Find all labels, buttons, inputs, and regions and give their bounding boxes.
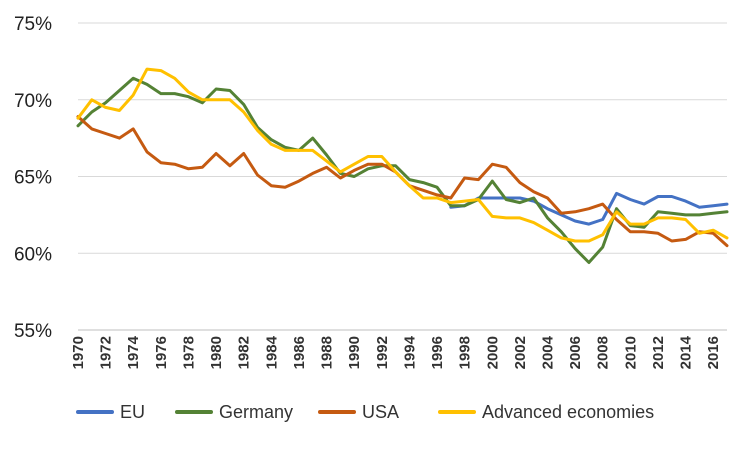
x-tick-label: 2004 [539,335,556,369]
x-tick-label: 1974 [125,335,142,369]
legend: EU Germany USA Advanced economies [76,402,654,422]
x-tick-label: 1976 [153,336,170,369]
x-tick-label: 2016 [705,336,722,369]
x-tick-label: 1992 [374,336,391,369]
y-tick-label: 65% [14,168,52,189]
series-lines [76,67,729,264]
x-tick-label: 2014 [678,335,695,369]
gridlines [78,22,727,331]
x-tick-label: 1986 [291,336,308,369]
x-tick-label: 1972 [98,336,115,369]
series-line-germany [76,76,729,264]
x-tick-label: 1998 [457,336,474,369]
x-tick-label: 2008 [595,336,612,369]
x-tick-label: 1988 [319,336,336,369]
y-axis: 55% 60% 65% 70% 75% [14,14,52,342]
x-tick-label: 1978 [180,336,197,369]
legend-label: Advanced economies [482,402,654,422]
x-axis: 1970 1972 1974 1976 1978 1980 1982 1984 1986 1988… [70,329,727,369]
series-line-advanced-economies [76,67,729,243]
x-tick-label: 1982 [236,336,253,369]
y-tick-label: 75% [14,14,52,35]
y-tick-label: 70% [14,91,52,112]
x-tick-label: 1994 [401,335,418,369]
x-tick-label: 1970 [70,336,87,369]
y-tick-label: 60% [14,244,52,265]
legend-label: EU [120,402,145,422]
x-tick-label: 1980 [208,336,225,369]
x-tick-label: 1990 [346,336,363,369]
x-tick-label: 1996 [429,336,446,369]
x-tick-label: 2000 [484,336,501,369]
legend-label: Germany [219,402,293,422]
x-tick-label: 2006 [567,336,584,369]
x-tick-label: 1984 [263,335,280,369]
series-line-eu [449,191,729,226]
y-tick-label: 55% [14,321,52,342]
legend-label: USA [362,402,399,422]
x-tick-label: 2012 [650,336,667,369]
x-tick-label: 2002 [512,336,529,369]
x-tick-label: 2010 [622,336,639,369]
